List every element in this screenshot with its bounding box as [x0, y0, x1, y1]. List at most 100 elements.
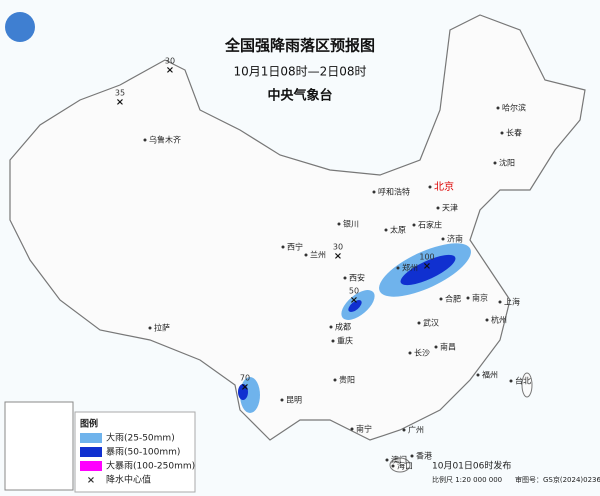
city-label: 太原	[390, 225, 406, 235]
city-label: 福州	[482, 371, 498, 380]
city-label: 海口	[397, 461, 413, 471]
city-label: 拉萨	[154, 323, 170, 333]
rainstorm-area	[348, 300, 362, 312]
city-label: 长沙	[414, 348, 430, 358]
city-dot	[466, 296, 470, 300]
city-dot	[410, 454, 414, 458]
city-dot	[496, 106, 500, 110]
city-dot	[428, 185, 432, 189]
city-dot	[281, 245, 285, 249]
city-label: 呼和浩特	[378, 187, 410, 197]
hainan	[389, 457, 411, 473]
city-dot	[148, 326, 152, 330]
rainstorm-area	[400, 254, 456, 286]
city-label: 长春	[506, 128, 522, 138]
city-dot	[402, 428, 406, 432]
legend-label: 大暴雨(100-250mm)	[106, 460, 195, 472]
legend-label: 暴雨(50-100mm)	[106, 447, 180, 458]
city-dot	[385, 458, 389, 462]
city-dot	[337, 222, 341, 226]
center-marker: ×	[166, 65, 174, 76]
city-label: 北京	[434, 180, 454, 193]
subtitle: 10月1日08时—2日08时	[233, 65, 366, 79]
agency: 中央气象台	[267, 88, 332, 104]
city-dot	[493, 161, 497, 165]
city-dot	[396, 266, 400, 270]
city-dot	[498, 300, 502, 304]
city-label: 乌鲁木齐	[149, 135, 181, 145]
city-label: 济南	[447, 234, 463, 244]
city-label: 西宁	[287, 242, 303, 252]
city-label: 哈尔滨	[502, 103, 526, 113]
city-dot	[439, 297, 443, 301]
city-dot	[372, 190, 376, 194]
taiwan	[521, 372, 533, 398]
city-label: 南京	[472, 293, 488, 303]
center-marker: ×	[350, 295, 358, 306]
city-dot	[280, 398, 284, 402]
city-label: 南宁	[356, 424, 372, 434]
city-label: 银川	[343, 219, 359, 229]
scale: 比例尺 1:20 000 000	[432, 475, 502, 484]
title: 全国强降雨落区预报图	[224, 37, 375, 55]
legend-title: 图例	[80, 418, 98, 430]
city-dot	[476, 373, 480, 377]
legend-swatch	[80, 447, 102, 457]
city-dot	[434, 345, 438, 349]
city-label: 西安	[349, 273, 365, 283]
city-dot	[412, 223, 416, 227]
center-value: 35	[115, 89, 125, 98]
city-dot	[143, 138, 147, 142]
center-marker: ×	[423, 261, 431, 272]
center-marker: ×	[241, 382, 249, 393]
legend-marker: ×	[87, 475, 95, 486]
center-value: 70	[240, 374, 250, 383]
city-label: 杭州	[491, 315, 507, 325]
city-label: 南昌	[440, 342, 456, 352]
country-outline	[9, 14, 586, 441]
city-label: 香港	[416, 451, 432, 461]
city-label: 台北	[515, 376, 531, 386]
city-label: 兰州	[310, 250, 326, 260]
city-label: 上海	[504, 297, 520, 307]
city-dot	[441, 237, 445, 241]
legend-label: 大雨(25-50mm)	[106, 432, 175, 444]
center-value: 50	[349, 287, 359, 296]
city-dot	[391, 464, 395, 468]
rainstorm-area	[238, 384, 248, 400]
city-dot	[304, 253, 308, 257]
city-label: 重庆	[337, 336, 353, 346]
city-dot	[408, 351, 412, 355]
center-value: 30	[165, 57, 175, 66]
city-dot	[329, 325, 333, 329]
emblem	[5, 12, 35, 42]
city-label: 天津	[442, 203, 458, 213]
center-marker: ×	[116, 97, 124, 108]
city-dot	[350, 427, 354, 431]
city-dot	[485, 318, 489, 322]
city-dot	[500, 131, 504, 135]
center-value: 30	[333, 243, 343, 252]
review: 审图号：GS京(2024)0236号	[515, 475, 600, 484]
legend-swatch	[80, 433, 102, 443]
city-dot	[417, 321, 421, 325]
city-label: 昆明	[286, 396, 302, 405]
city-label: 合肥	[445, 294, 461, 304]
legend-label: 降水中心值	[106, 474, 151, 486]
city-dot	[509, 379, 513, 383]
city-label: 澳门	[391, 455, 407, 465]
city-label: 武汉	[423, 318, 439, 328]
city-label: 成都	[335, 322, 351, 332]
city-label: 沈阳	[499, 158, 515, 168]
city-dot	[331, 339, 335, 343]
center-value: 100	[419, 253, 434, 262]
south-sea-inset	[4, 401, 74, 491]
city-label: 贵阳	[339, 375, 355, 385]
center-marker: ×	[334, 251, 342, 262]
city-label: 郑州	[402, 263, 418, 273]
city-label: 石家庄	[418, 220, 442, 230]
city-dot	[384, 228, 388, 232]
legend-swatch	[80, 461, 102, 471]
issued: 10月01日06时发布	[432, 460, 511, 472]
